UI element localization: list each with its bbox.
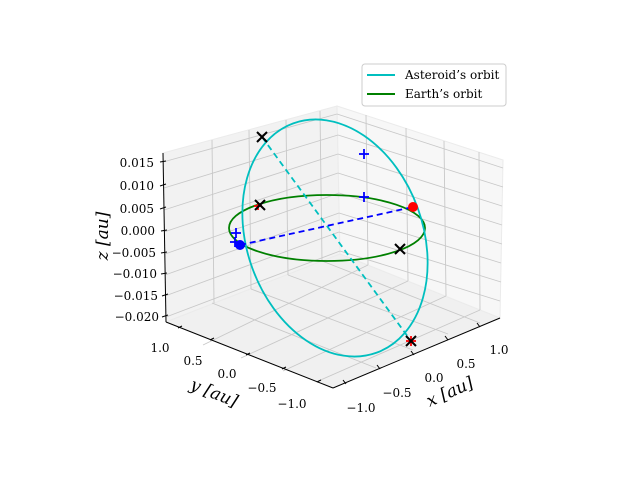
y-axis-line xyxy=(165,321,334,389)
z-tick-label: 0.000 xyxy=(121,224,155,238)
y-tick-labels: 1.0 0.5 0.0 −0.5 −1.0 xyxy=(150,341,306,411)
red-circle-marker xyxy=(408,202,418,212)
y-tick-label: 0.0 xyxy=(217,367,236,381)
axis-lines xyxy=(159,152,501,389)
z-tick-label: −0.015 xyxy=(114,289,158,303)
blue-plus-marker xyxy=(359,149,369,159)
z-tick-label: −0.020 xyxy=(115,310,159,324)
black-x-marker xyxy=(394,243,406,255)
z-axis-line xyxy=(162,152,167,323)
blue-circle-marker xyxy=(235,240,245,250)
earth-orbit xyxy=(228,194,426,262)
black-x-marker xyxy=(254,199,266,211)
y-tick-label: 1.0 xyxy=(150,341,169,355)
z-tick-label: 0.005 xyxy=(120,202,154,216)
y-tick-label: 0.5 xyxy=(183,354,202,368)
legend-earth-label: Earth’s orbit xyxy=(405,87,482,101)
black-x-marker xyxy=(405,335,417,347)
z-tick-label: −0.005 xyxy=(112,246,156,260)
asteroid-apsides-line xyxy=(261,136,412,342)
z-tick-label: −0.010 xyxy=(113,267,157,281)
x-tick-label: 1.0 xyxy=(489,343,508,357)
x-axis-line xyxy=(332,317,501,389)
legend-box xyxy=(361,63,507,107)
y-tick-label: −0.5 xyxy=(247,381,276,395)
x-tick-labels: −1.0 −0.5 0.0 0.5 1.0 xyxy=(346,343,508,415)
markers xyxy=(230,131,418,347)
z-tick-labels: 0.015 0.010 0.005 0.000 −0.005 −0.010 −0… xyxy=(112,156,159,324)
legend-asteroid-label: Asteroid’s orbit xyxy=(404,68,499,82)
grid xyxy=(162,110,504,383)
z-tick-label: 0.015 xyxy=(120,156,154,170)
z-tick-label: 0.010 xyxy=(120,179,154,193)
legend: Asteroid’s orbit Earth’s orbit xyxy=(361,63,507,107)
blue-plus-marker xyxy=(359,192,369,202)
z-axis-label: z [au] xyxy=(93,211,113,261)
x-tick-label: −0.5 xyxy=(382,386,411,400)
x-tick-label: 0.0 xyxy=(424,371,443,385)
x-tick-label: −1.0 xyxy=(346,401,375,415)
x-tick-label: 0.5 xyxy=(456,357,475,371)
black-x-marker xyxy=(256,131,268,143)
y-tick-label: −1.0 xyxy=(277,397,306,411)
blue-plus-marker xyxy=(231,228,241,238)
